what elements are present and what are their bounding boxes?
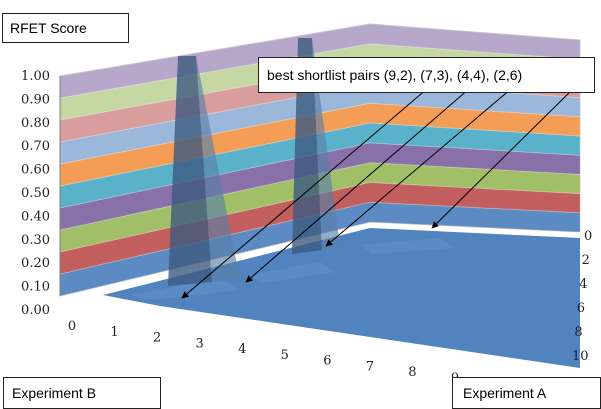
y-tick-3: 6 [577, 301, 585, 316]
z-tick-7: 0.70 [21, 139, 50, 154]
arrow-pair-2-6 [431, 87, 575, 229]
y-tick-2: 4 [579, 277, 587, 292]
z-tick-2: 0.20 [21, 256, 50, 271]
z-tick-6: 0.60 [21, 163, 50, 178]
z-tick-0: 0.00 [21, 303, 50, 318]
z-tick-10: 1.00 [21, 69, 50, 84]
arrow-pair-7-3 [245, 87, 471, 283]
surface-floor [103, 228, 580, 368]
x-tick-2: 2 [153, 331, 161, 346]
y-axis-label: Experiment A [452, 377, 601, 409]
y-tick-0: 0 [584, 229, 592, 244]
z-tick-8: 0.80 [21, 116, 50, 131]
x-tick-0: 0 [68, 319, 76, 334]
arrow-pair-9-2 [181, 87, 429, 299]
x-tick-1: 1 [110, 325, 118, 340]
x-tick-8: 8 [408, 365, 416, 380]
y-tick-5: 10 [572, 349, 589, 364]
z-tick-5: 0.50 [21, 186, 50, 201]
z-tick-labels: 0.00 0.10 0.20 0.30 0.40 0.50 0.60 0.70 0.80 0.90… [21, 69, 50, 318]
ridge-1 [168, 56, 212, 286]
z-tick-4: 0.40 [21, 209, 50, 224]
y-tick-labels: 0 2 4 6 8 10 [572, 229, 592, 364]
z-tick-9: 0.90 [21, 92, 50, 107]
floor-facets [130, 238, 455, 300]
z-tick-1: 0.10 [21, 280, 50, 295]
annotation-label: best shortlist pairs (9,2), (7,3), (4,4)… [258, 57, 595, 93]
x-tick-3: 3 [196, 336, 204, 351]
x-tick-4: 4 [238, 342, 246, 357]
ridge-1-face [196, 56, 240, 282]
z-tick-3: 0.30 [21, 233, 50, 248]
y-tick-4: 8 [574, 325, 582, 340]
y-tick-1: 2 [582, 253, 590, 268]
arrow-pair-4-4 [325, 87, 513, 247]
chart-title: RFET Score [2, 13, 129, 43]
x-axis-label: Experiment B [3, 377, 161, 409]
x-tick-6: 6 [323, 354, 331, 369]
x-tick-7: 7 [366, 359, 374, 374]
x-tick-5: 5 [281, 348, 289, 363]
